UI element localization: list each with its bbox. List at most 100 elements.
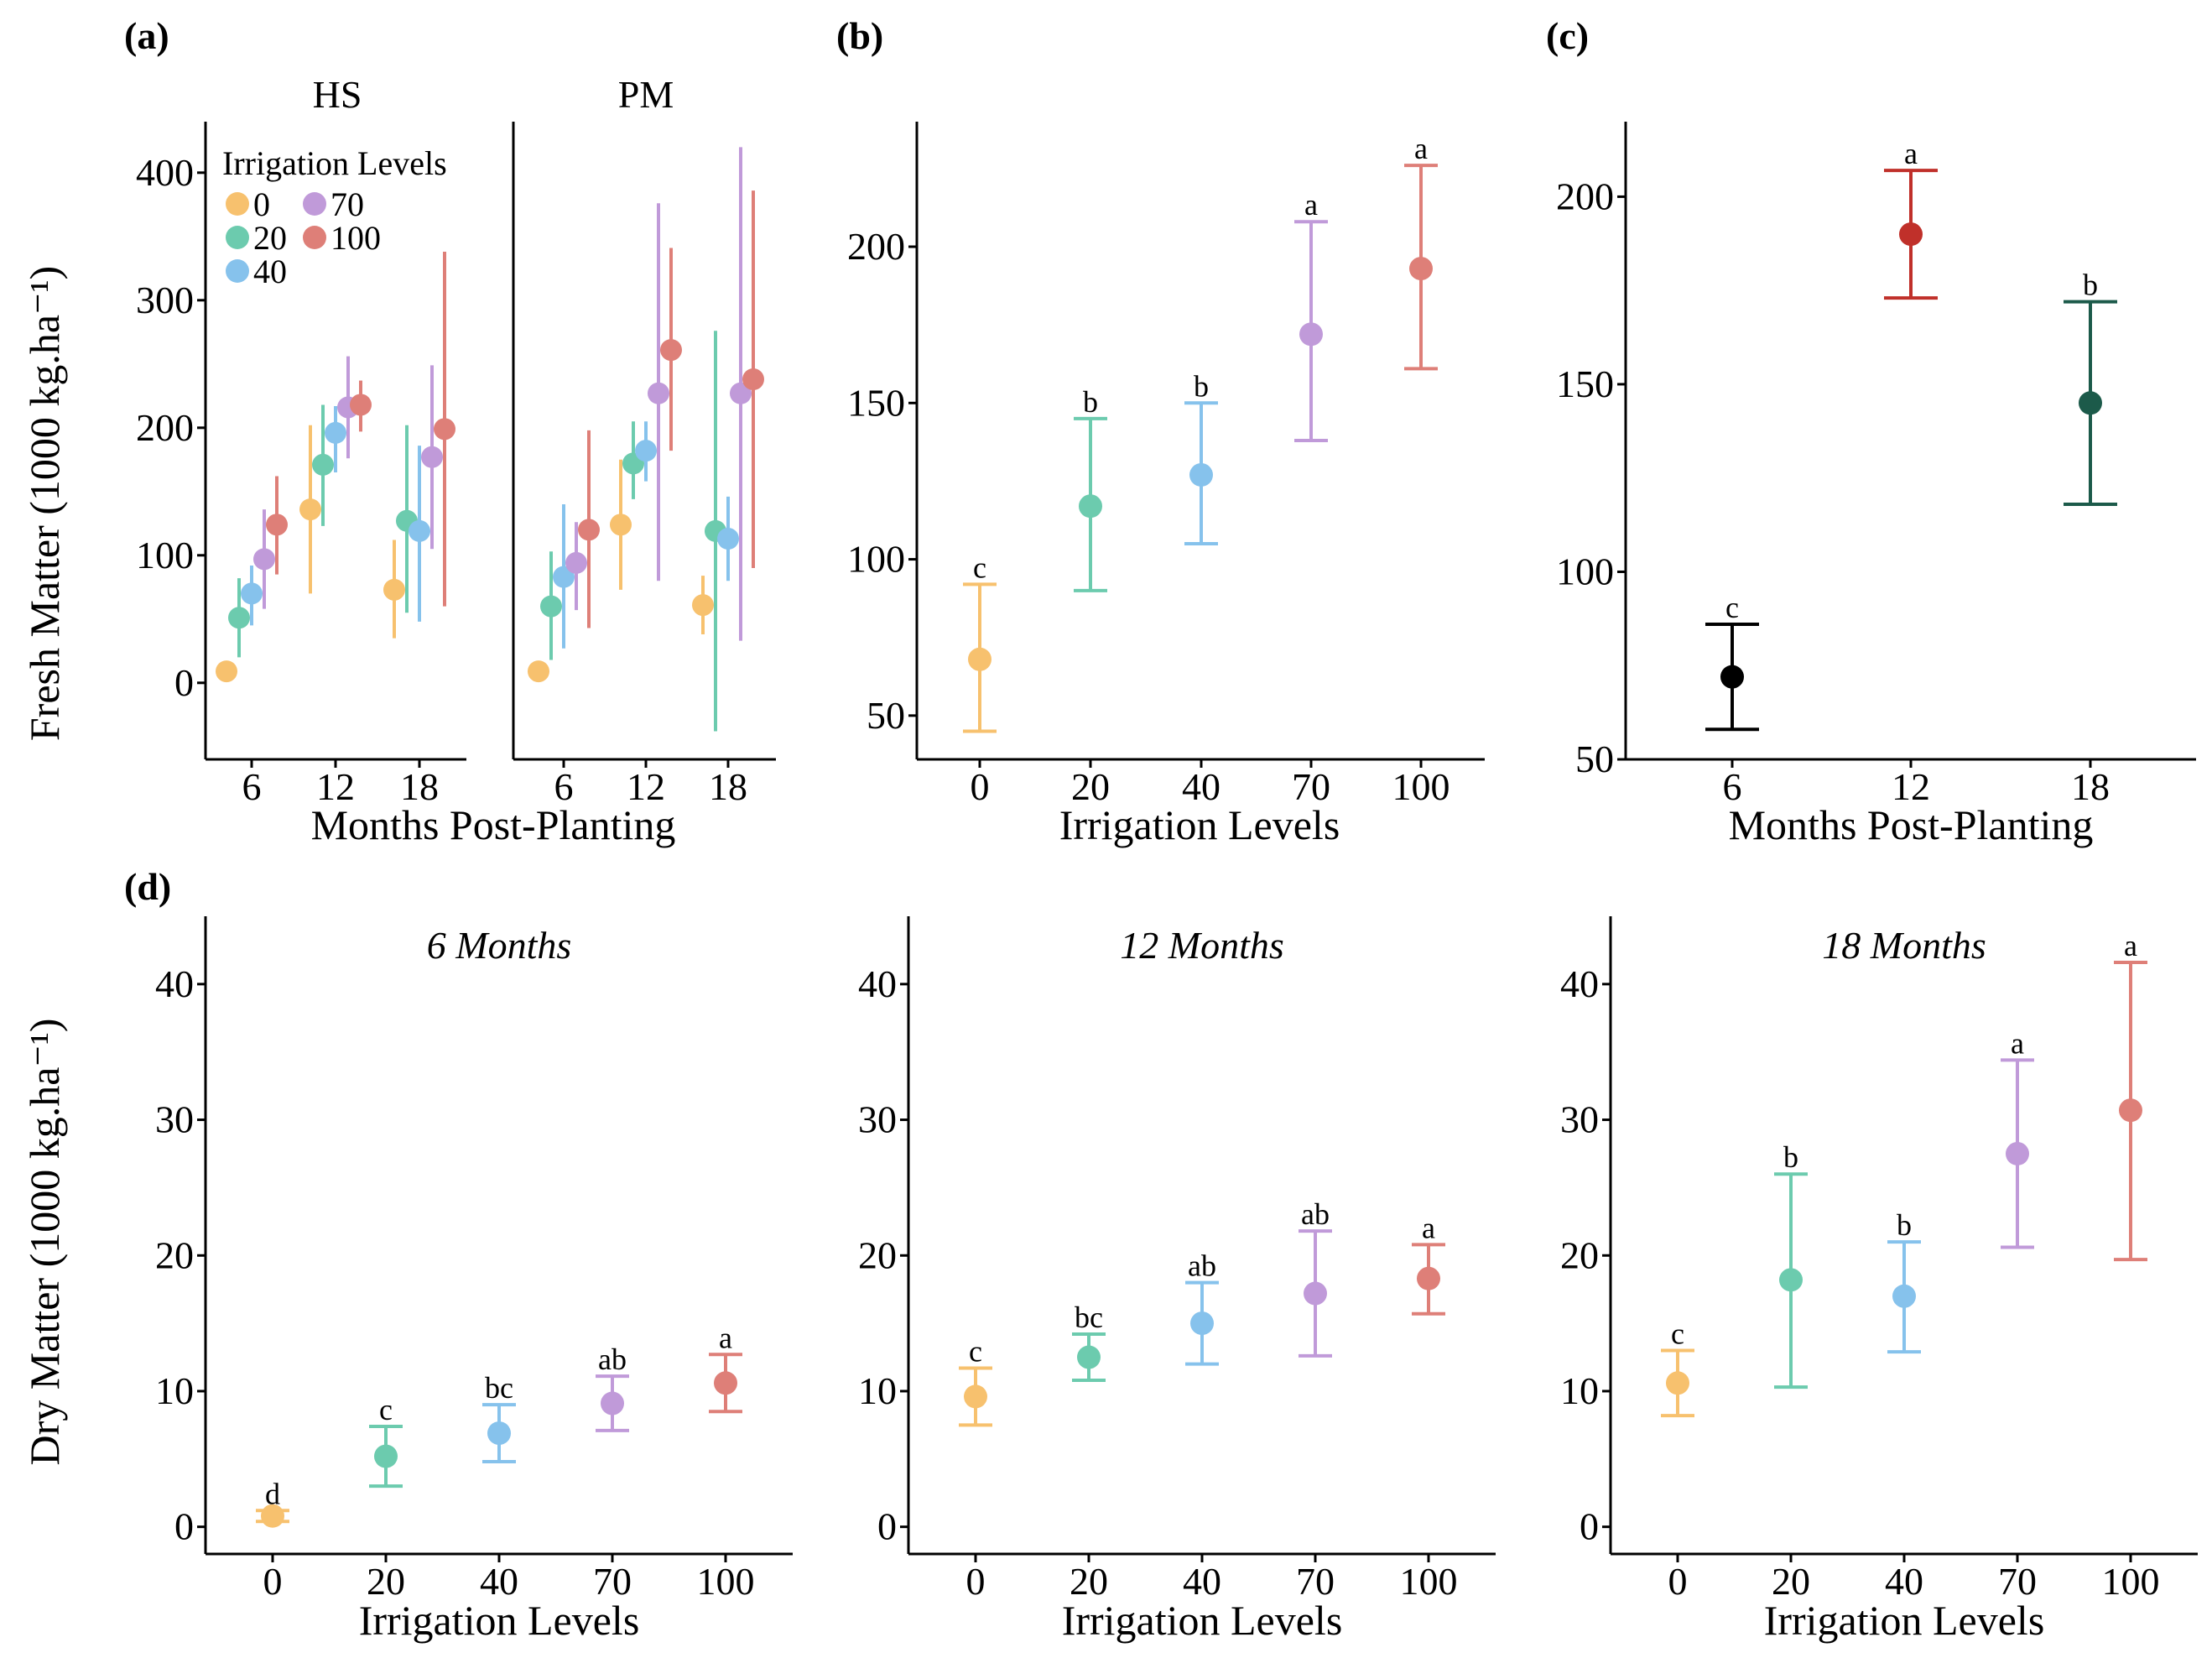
panel-a-pm-m18-l70-point: [730, 382, 752, 404]
panel-a-pm-m18-l100-point: [742, 368, 764, 391]
panel-a-hs-y-tick-label: 400: [136, 151, 194, 194]
panel-b-l100-letter: a: [1414, 132, 1428, 165]
panel-c-m12-point: [1899, 222, 1923, 247]
panel-d-facet2-title: 12 Months: [1120, 924, 1284, 967]
panel-d-facet1-l20-letter: c: [379, 1393, 393, 1426]
panel-b-l40-letter: b: [1194, 369, 1209, 403]
panel-b-y-tick-label: 50: [867, 694, 905, 737]
panel-a-hs-m18-l40-point: [409, 519, 430, 542]
panel-d-facet3-l70-letter: a: [2011, 1026, 2024, 1060]
panel-d-facet2-y-tick-label: 30: [858, 1098, 897, 1141]
panel-d-facet2-y-tick-label: 40: [858, 962, 897, 1005]
panel-d-facet1-x-tick-label: 100: [697, 1560, 755, 1603]
panel-d-facet1-x-tick-label: 20: [367, 1560, 405, 1603]
panel-a-hs-m18-l0-point: [383, 578, 405, 601]
panel-d-facet1-l20-point: [374, 1444, 398, 1468]
panel-a-hs-m18-l100-point: [434, 418, 455, 441]
panel-b-x-tick-label: 40: [1182, 765, 1221, 808]
panel-d-xlabel-2: Irrigation Levels: [1062, 1597, 1343, 1644]
panel-d-facet2-l100-letter: a: [1422, 1211, 1435, 1244]
panel-a-hs-x-tick-label: 6: [242, 765, 262, 808]
panel-a-pm-m18-l40-point: [717, 528, 739, 550]
panel-d-facet3-x-tick-label: 0: [1668, 1560, 1688, 1603]
panel-d-facet1-x-tick-label: 70: [593, 1560, 632, 1603]
panel-a-hs-x-tick-label: 12: [316, 765, 355, 808]
panel-d-facet1-l40-letter: bc: [485, 1371, 513, 1405]
panel-b-l0-letter: c: [973, 550, 986, 584]
panel-a-hs-m12-l0-point: [299, 498, 321, 521]
panel-d-facet1-y-tick-label: 40: [155, 962, 194, 1005]
panel-c-m12-letter: a: [1904, 137, 1918, 170]
panel-d-facet3-title: 18 Months: [1822, 924, 1986, 967]
panel-d-facet2-l0-point: [964, 1384, 987, 1409]
panel-d-facet1-l100-point: [714, 1371, 737, 1395]
panel-b-l70-point: [1299, 322, 1323, 347]
panel-a-ylabel: Fresh Matter (1000 kg.ha⁻¹): [21, 266, 68, 741]
panel-label-d: (d): [124, 865, 171, 908]
panel-d-facet3-l20-letter: b: [1783, 1140, 1798, 1174]
legend-label-40: 40: [253, 253, 287, 290]
panel-d-facet3-y-tick-label: 10: [1560, 1369, 1599, 1412]
panel-c-m6-point: [1720, 665, 1744, 689]
panel-d-facet3-y-tick-label: 40: [1560, 962, 1599, 1005]
panel-d-facet1-l40-point: [487, 1421, 511, 1446]
panel-c-x-tick-label: 12: [1892, 765, 1930, 808]
panel-b-l20-letter: b: [1083, 385, 1098, 419]
panel-b-l0-point: [968, 647, 991, 671]
panel-d-facet2-l70-point: [1304, 1281, 1327, 1306]
panel-c-x-tick-label: 6: [1723, 765, 1742, 808]
panel-a-pm-m6-l0-point: [528, 660, 549, 683]
panel-d-facet2-y-tick-label: 20: [858, 1233, 897, 1276]
panel-a-hs-m12-l20-point: [312, 453, 334, 476]
panel-d-facet2-x-tick-label: 100: [1400, 1560, 1458, 1603]
panel-a-pm-m6-l40-point: [553, 566, 575, 588]
panel-d-ylabel: Dry Matter (1000 kg.ha⁻¹): [21, 1019, 68, 1466]
panel-d-facet3-x-tick-label: 70: [1998, 1560, 2037, 1603]
panel-a-pm-m6-l70-point: [565, 551, 587, 574]
panel-b-l20-point: [1079, 494, 1102, 519]
panel-d-facet3-l0-point: [1666, 1371, 1689, 1395]
panel-a-pm-m12-l0-point: [610, 514, 632, 536]
panel-b-y-tick-label: 100: [847, 538, 905, 581]
facet-label-hs: HS: [313, 73, 362, 116]
panel-a-hs-x-tick-label: 18: [400, 765, 439, 808]
panel-a-hs-m6-l70-point: [253, 548, 275, 571]
panel-c-y-tick-label: 150: [1556, 362, 1614, 405]
panel-b-l100-point: [1409, 257, 1433, 281]
panel-d-xlabel-1: Irrigation Levels: [359, 1597, 640, 1644]
panel-d-facet2-l40-letter: ab: [1188, 1249, 1216, 1283]
panel-d-facet3-x-tick-label: 20: [1772, 1560, 1810, 1603]
panel-b-l70-letter: a: [1304, 188, 1318, 222]
panel-d-facet3-l70-point: [2006, 1141, 2029, 1165]
panel-a-hs-m18-l70-point: [421, 446, 443, 468]
legend-key-70: [303, 192, 326, 216]
panel-a-pm-m12-l40-point: [635, 440, 657, 462]
panel-b-y-tick-label: 200: [847, 225, 905, 268]
panel-a-hs-y-tick-label: 200: [136, 406, 194, 449]
panel-d-facet2-l20-letter: bc: [1075, 1301, 1103, 1334]
panel-a-hs-m12-l100-point: [350, 394, 372, 416]
panel-d-facet2-y-tick-label: 0: [877, 1505, 897, 1548]
legend-label-70: 70: [330, 185, 364, 223]
panel-d-facet1-y-tick-label: 10: [155, 1369, 194, 1412]
legend-label-20: 20: [253, 219, 287, 257]
panel-c-y-tick-label: 100: [1556, 550, 1614, 592]
panel-d-facet1-l0-point: [261, 1504, 284, 1528]
panel-a-hs-m6-l0-point: [216, 660, 237, 683]
panel-b-x-tick-label: 0: [971, 765, 990, 808]
panel-c-m18-letter: b: [2083, 269, 2098, 302]
panel-b-x-tick-label: 100: [1392, 765, 1450, 808]
panel-a-xlabel: Months Post-Planting: [311, 801, 676, 848]
panel-d-facet2-l70-letter: ab: [1301, 1197, 1330, 1231]
panel-d-facet2-l40-point: [1190, 1311, 1214, 1336]
panel-a-hs-m6-l20-point: [228, 607, 250, 629]
legend-key-20: [226, 226, 249, 249]
panel-a-pm-m18-l0-point: [692, 594, 714, 617]
panel-a-pm-m6-l20-point: [540, 595, 562, 618]
panel-a-hs-y-tick-label: 300: [136, 279, 194, 321]
panel-b-y-tick-label: 150: [847, 381, 905, 424]
panel-d-facet2-x-tick-label: 0: [966, 1560, 986, 1603]
legend: Irrigation Levels 0 20 40 70 100: [222, 144, 447, 290]
panel-c-m6-letter: c: [1725, 591, 1739, 624]
panel-d-facet2-l100-point: [1417, 1266, 1440, 1290]
